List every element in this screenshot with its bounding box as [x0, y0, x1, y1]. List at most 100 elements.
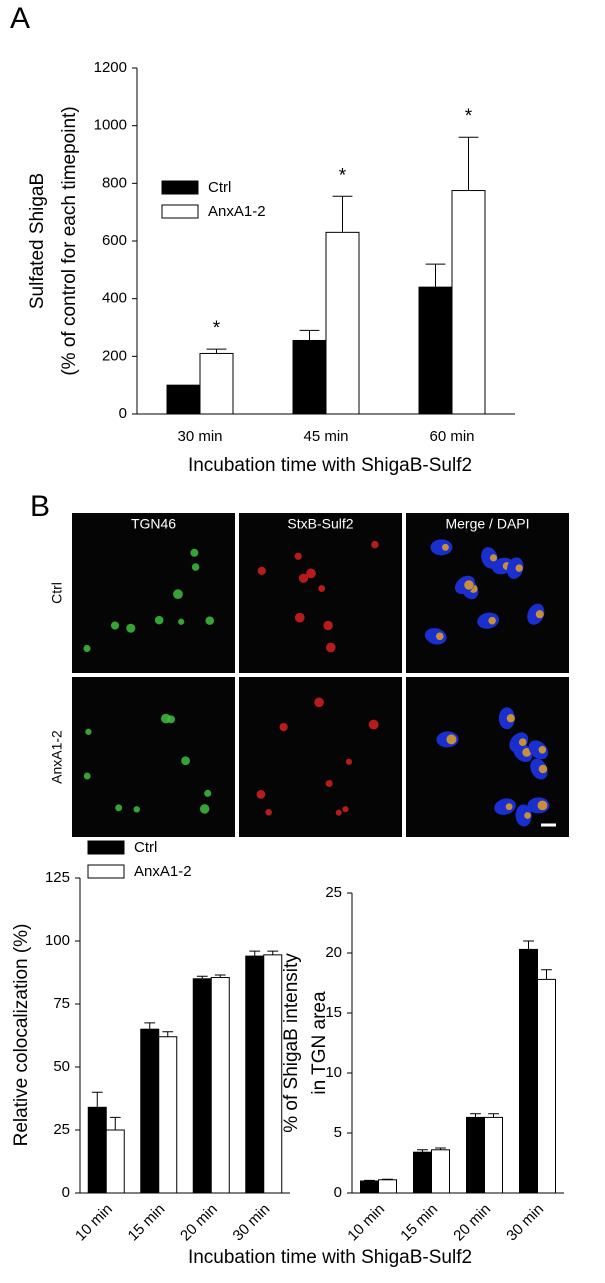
nucleus: [477, 612, 500, 629]
bar: [519, 948, 538, 1194]
signal: [154, 615, 164, 625]
signal: [489, 554, 498, 562]
x-tick-label: 15 min: [125, 1201, 169, 1245]
panel-label: B: [30, 490, 50, 523]
y-tick-label: 200: [102, 347, 127, 364]
y-tick-label: 15: [325, 1004, 342, 1021]
x-tick-label: 30 min: [503, 1201, 547, 1245]
signal: [506, 714, 515, 723]
signal: [181, 756, 190, 766]
bar: [451, 190, 486, 415]
signal: [515, 564, 523, 572]
signal: [323, 620, 333, 631]
row-label: AnxA1-2: [49, 730, 65, 784]
error-bar: [196, 975, 208, 979]
bar: [263, 954, 283, 1194]
signal: [524, 812, 531, 819]
signal: [325, 642, 336, 653]
nucleus: [494, 798, 516, 815]
signal: [435, 632, 444, 641]
error-bar: [162, 1031, 174, 1037]
y-tick-label: 25: [53, 1121, 70, 1138]
bar: [325, 231, 360, 415]
signal: [306, 568, 316, 579]
legend-label: AnxA1-2: [134, 863, 192, 880]
signal: [522, 747, 532, 757]
y-tick-label: 400: [102, 290, 127, 307]
signal: [446, 734, 457, 745]
nucleus: [515, 804, 532, 827]
signal: [190, 548, 199, 557]
y-tick-label: 10: [325, 1064, 342, 1081]
micrograph: [72, 513, 235, 673]
error-bar: [206, 348, 227, 354]
signal: [518, 738, 527, 747]
y-tick-label: 20: [325, 944, 342, 961]
y-tick-label: 100: [45, 932, 70, 949]
signal: [314, 697, 324, 708]
error-bar: [417, 1149, 428, 1153]
bar: [105, 1129, 125, 1194]
annotation: *: [213, 318, 221, 339]
y-tick-label: 1200: [94, 59, 127, 76]
y-axis-label: in TGN area: [309, 991, 330, 1095]
legend-label: AnxA1-2: [208, 203, 266, 220]
bar: [245, 955, 265, 1194]
signal: [126, 623, 136, 633]
signal: [133, 806, 140, 813]
signal: [161, 713, 171, 724]
bar: [292, 339, 327, 415]
x-tick-label: 45 min: [303, 428, 348, 445]
y-axis-label: Relative colocalization (%): [11, 924, 32, 1147]
signal: [441, 543, 449, 551]
micrograph: [72, 677, 235, 837]
error-bar: [109, 1116, 121, 1130]
error-bar: [144, 1022, 156, 1030]
signal: [538, 745, 547, 754]
legend-swatch: [87, 840, 125, 855]
annotation: *: [465, 106, 473, 127]
signal: [115, 804, 123, 812]
panel-label: A: [10, 2, 30, 35]
signal: [191, 563, 200, 571]
signal: [464, 580, 474, 590]
annotation: *: [339, 165, 347, 186]
signal: [83, 772, 91, 780]
micrograph: [406, 513, 569, 673]
error-bar: [470, 1113, 481, 1118]
y-tick-label: 25: [325, 884, 342, 901]
y-tick-label: 1000: [94, 117, 127, 134]
y-axis-label: Sulfated ShigaB: [27, 173, 48, 309]
error-bar: [435, 1147, 446, 1150]
error-bar: [364, 1179, 375, 1181]
bar: [431, 1149, 450, 1194]
bar: [418, 286, 453, 415]
bar: [87, 1106, 107, 1194]
error-bar: [249, 950, 261, 957]
bar: [166, 384, 201, 415]
bar: [210, 977, 230, 1194]
error-bar: [523, 940, 534, 950]
x-tick-label: 30 min: [230, 1201, 274, 1245]
signal: [345, 758, 353, 765]
error-bar: [299, 329, 320, 341]
signal: [199, 804, 210, 814]
signal: [204, 789, 212, 797]
error-bar: [541, 969, 552, 980]
column-label: Merge / DAPI: [445, 516, 529, 532]
signal: [83, 644, 91, 653]
x-tick-label: 60 min: [429, 428, 474, 445]
nucleus: [430, 539, 453, 556]
error-bar: [382, 1178, 393, 1180]
signal: [318, 585, 326, 592]
bar: [192, 978, 212, 1194]
x-tick-label: 10 min: [344, 1201, 388, 1245]
nucleus: [424, 628, 447, 645]
bar: [484, 1116, 503, 1194]
signal: [488, 616, 496, 625]
error-bar: [214, 974, 226, 978]
legend-label: Ctrl: [134, 839, 157, 856]
y-tick-label: 600: [102, 232, 127, 249]
signal: [335, 809, 342, 816]
